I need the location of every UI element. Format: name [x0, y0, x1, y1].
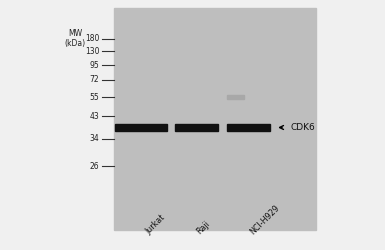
Text: Raji: Raji	[194, 219, 211, 236]
Text: NCI-H929: NCI-H929	[248, 203, 281, 236]
Bar	[115, 124, 167, 131]
Bar	[227, 95, 244, 99]
Text: 43: 43	[90, 112, 99, 121]
Text: 95: 95	[90, 60, 99, 70]
Bar	[114, 8, 316, 230]
Text: 130: 130	[85, 47, 99, 56]
Text: 34: 34	[90, 134, 99, 143]
Text: MW
(kDa): MW (kDa)	[65, 29, 85, 48]
Text: 26: 26	[90, 162, 99, 171]
Text: 180: 180	[85, 34, 99, 43]
Text: Jurkat: Jurkat	[144, 213, 167, 236]
Bar	[175, 124, 218, 131]
Bar	[227, 124, 270, 131]
Text: CDK6: CDK6	[291, 123, 315, 132]
Text: 72: 72	[90, 75, 99, 84]
Text: 55: 55	[90, 92, 99, 102]
